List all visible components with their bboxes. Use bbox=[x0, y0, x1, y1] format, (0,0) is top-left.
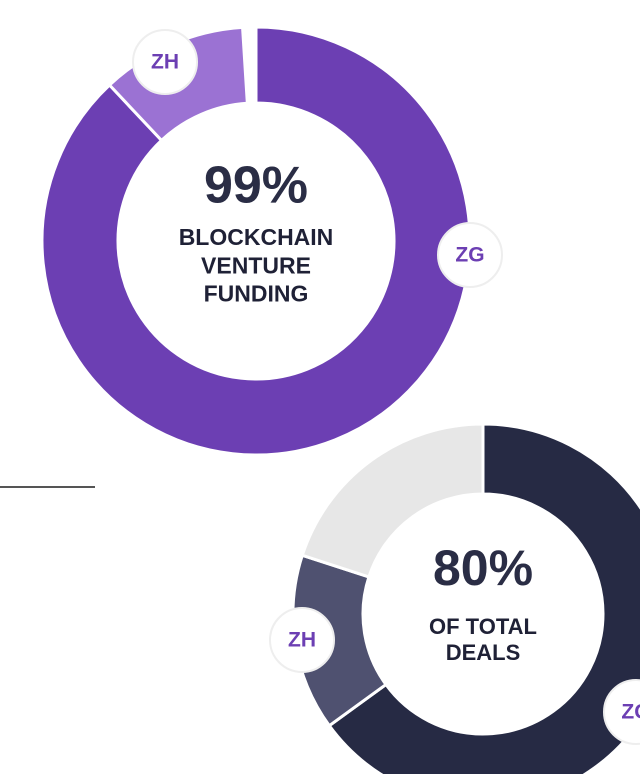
center-value: 99% bbox=[204, 157, 308, 215]
center-caption: FUNDING bbox=[204, 280, 309, 306]
center-caption: VENTURE bbox=[201, 252, 311, 278]
segment-label-badge bbox=[437, 222, 503, 288]
center-value: 80% bbox=[433, 540, 533, 596]
segment-label: ZH bbox=[288, 629, 316, 652]
center-caption: DEALS bbox=[446, 640, 521, 665]
segment-label: ZH bbox=[151, 51, 179, 74]
donut-hole bbox=[363, 494, 603, 734]
segment-label: ZG bbox=[621, 701, 640, 724]
segment-label-badge bbox=[132, 29, 198, 95]
segment-label: ZG bbox=[455, 244, 484, 267]
segment-label-badge bbox=[269, 607, 335, 673]
center-caption: OF TOTAL bbox=[429, 614, 537, 639]
donut-hole bbox=[118, 103, 394, 379]
segment-label-badge bbox=[603, 679, 640, 745]
center-caption: BLOCKCHAIN bbox=[179, 224, 334, 250]
